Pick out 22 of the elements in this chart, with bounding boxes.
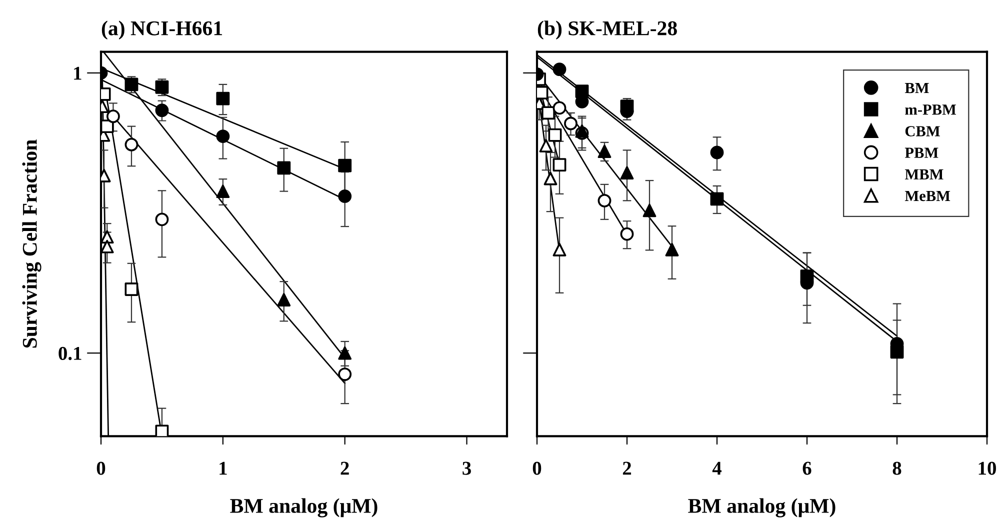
x-tick-label: 8	[892, 462, 902, 475]
x-axis-title: BM analog (μM)	[230, 498, 378, 518]
x-tick-label: 1	[220, 462, 227, 475]
x-tick-label: 4	[712, 462, 722, 475]
legend-label: m-PBM	[905, 104, 956, 115]
legend-label: CBM	[905, 126, 940, 136]
legend-label: MBM	[904, 169, 944, 180]
x-tick-label: 10	[978, 462, 996, 475]
y-tick-label: 0.1	[58, 346, 82, 360]
x-tick-label: 6	[802, 462, 812, 475]
y-axis-title: Surviving Cell Fraction	[22, 140, 42, 348]
x-tick-label: 0	[532, 462, 542, 475]
x-tick-label: 2	[622, 462, 632, 475]
chart-title: (a) NCI-H661	[102, 20, 222, 40]
x-tick-label: 0	[96, 462, 106, 475]
x-tick-label: 2	[340, 462, 349, 475]
legend-label: BM	[904, 83, 929, 94]
legend-label: MeBM	[904, 190, 950, 202]
x-axis-title: BM analog (μM)	[688, 498, 836, 518]
chart-title: (b) SK-MEL-28	[538, 20, 677, 40]
legend-label: PBM	[904, 148, 938, 158]
x-tick-label: 3	[462, 462, 471, 475]
